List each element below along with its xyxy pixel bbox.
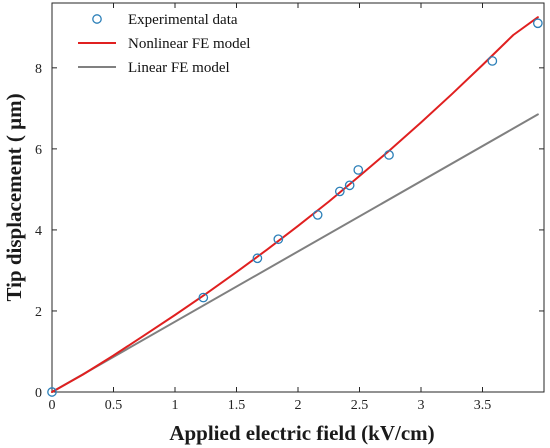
y-axis-title: Tip displacement ( μm) <box>2 93 26 301</box>
data-point <box>312 210 323 220</box>
x-tick-label: 2 <box>295 398 302 413</box>
plot-frame <box>51 2 545 393</box>
legend-label-experimental-data: Experimental data <box>128 12 238 28</box>
data-point <box>198 292 209 303</box>
data-point <box>252 253 263 264</box>
legend: Experimental data Nonlinear FE model Linea… <box>78 12 250 76</box>
y-axis-ticks: 0 2 4 6 8 <box>35 62 544 401</box>
x-tick-label: 1.5 <box>228 398 246 413</box>
x-tick-label: 2.5 <box>351 398 369 413</box>
y-tick-label: 4 <box>35 224 42 239</box>
legend-label-nonlinear-fe-model: Nonlinear FE model <box>128 36 250 52</box>
data-point <box>487 56 498 66</box>
x-axis-ticks: 0 0.5 1 1.5 2 2.5 3 3.5 <box>49 3 492 413</box>
y-tick-label: 8 <box>35 62 42 77</box>
x-tick-label: 1 <box>172 398 179 413</box>
y-tick-label: 6 <box>35 143 42 158</box>
plot-area-border <box>51 2 545 393</box>
x-tick-label: 0.5 <box>105 398 123 413</box>
data-point <box>334 186 345 197</box>
legend-label-linear-fe-model: Linear FE model <box>128 60 230 76</box>
data-point <box>273 234 284 245</box>
y-tick-label: 2 <box>35 305 42 320</box>
data-point <box>353 165 364 175</box>
x-tick-label: 3 <box>418 398 425 413</box>
data-point <box>47 387 57 397</box>
series-line-nonlinear-fe-model <box>51 16 539 393</box>
legend-marker-experimental-data <box>92 14 102 24</box>
data-point <box>384 150 394 160</box>
y-tick-label: 0 <box>35 386 42 401</box>
series-line-linear-fe-model <box>51 113 539 393</box>
x-tick-label: 3.5 <box>474 398 492 413</box>
series-layer <box>47 16 543 397</box>
x-axis-title: Applied electric field (kV/cm) <box>169 421 434 445</box>
x-tick-label: 0 <box>49 398 56 413</box>
data-point <box>532 18 543 29</box>
data-point <box>344 180 355 191</box>
